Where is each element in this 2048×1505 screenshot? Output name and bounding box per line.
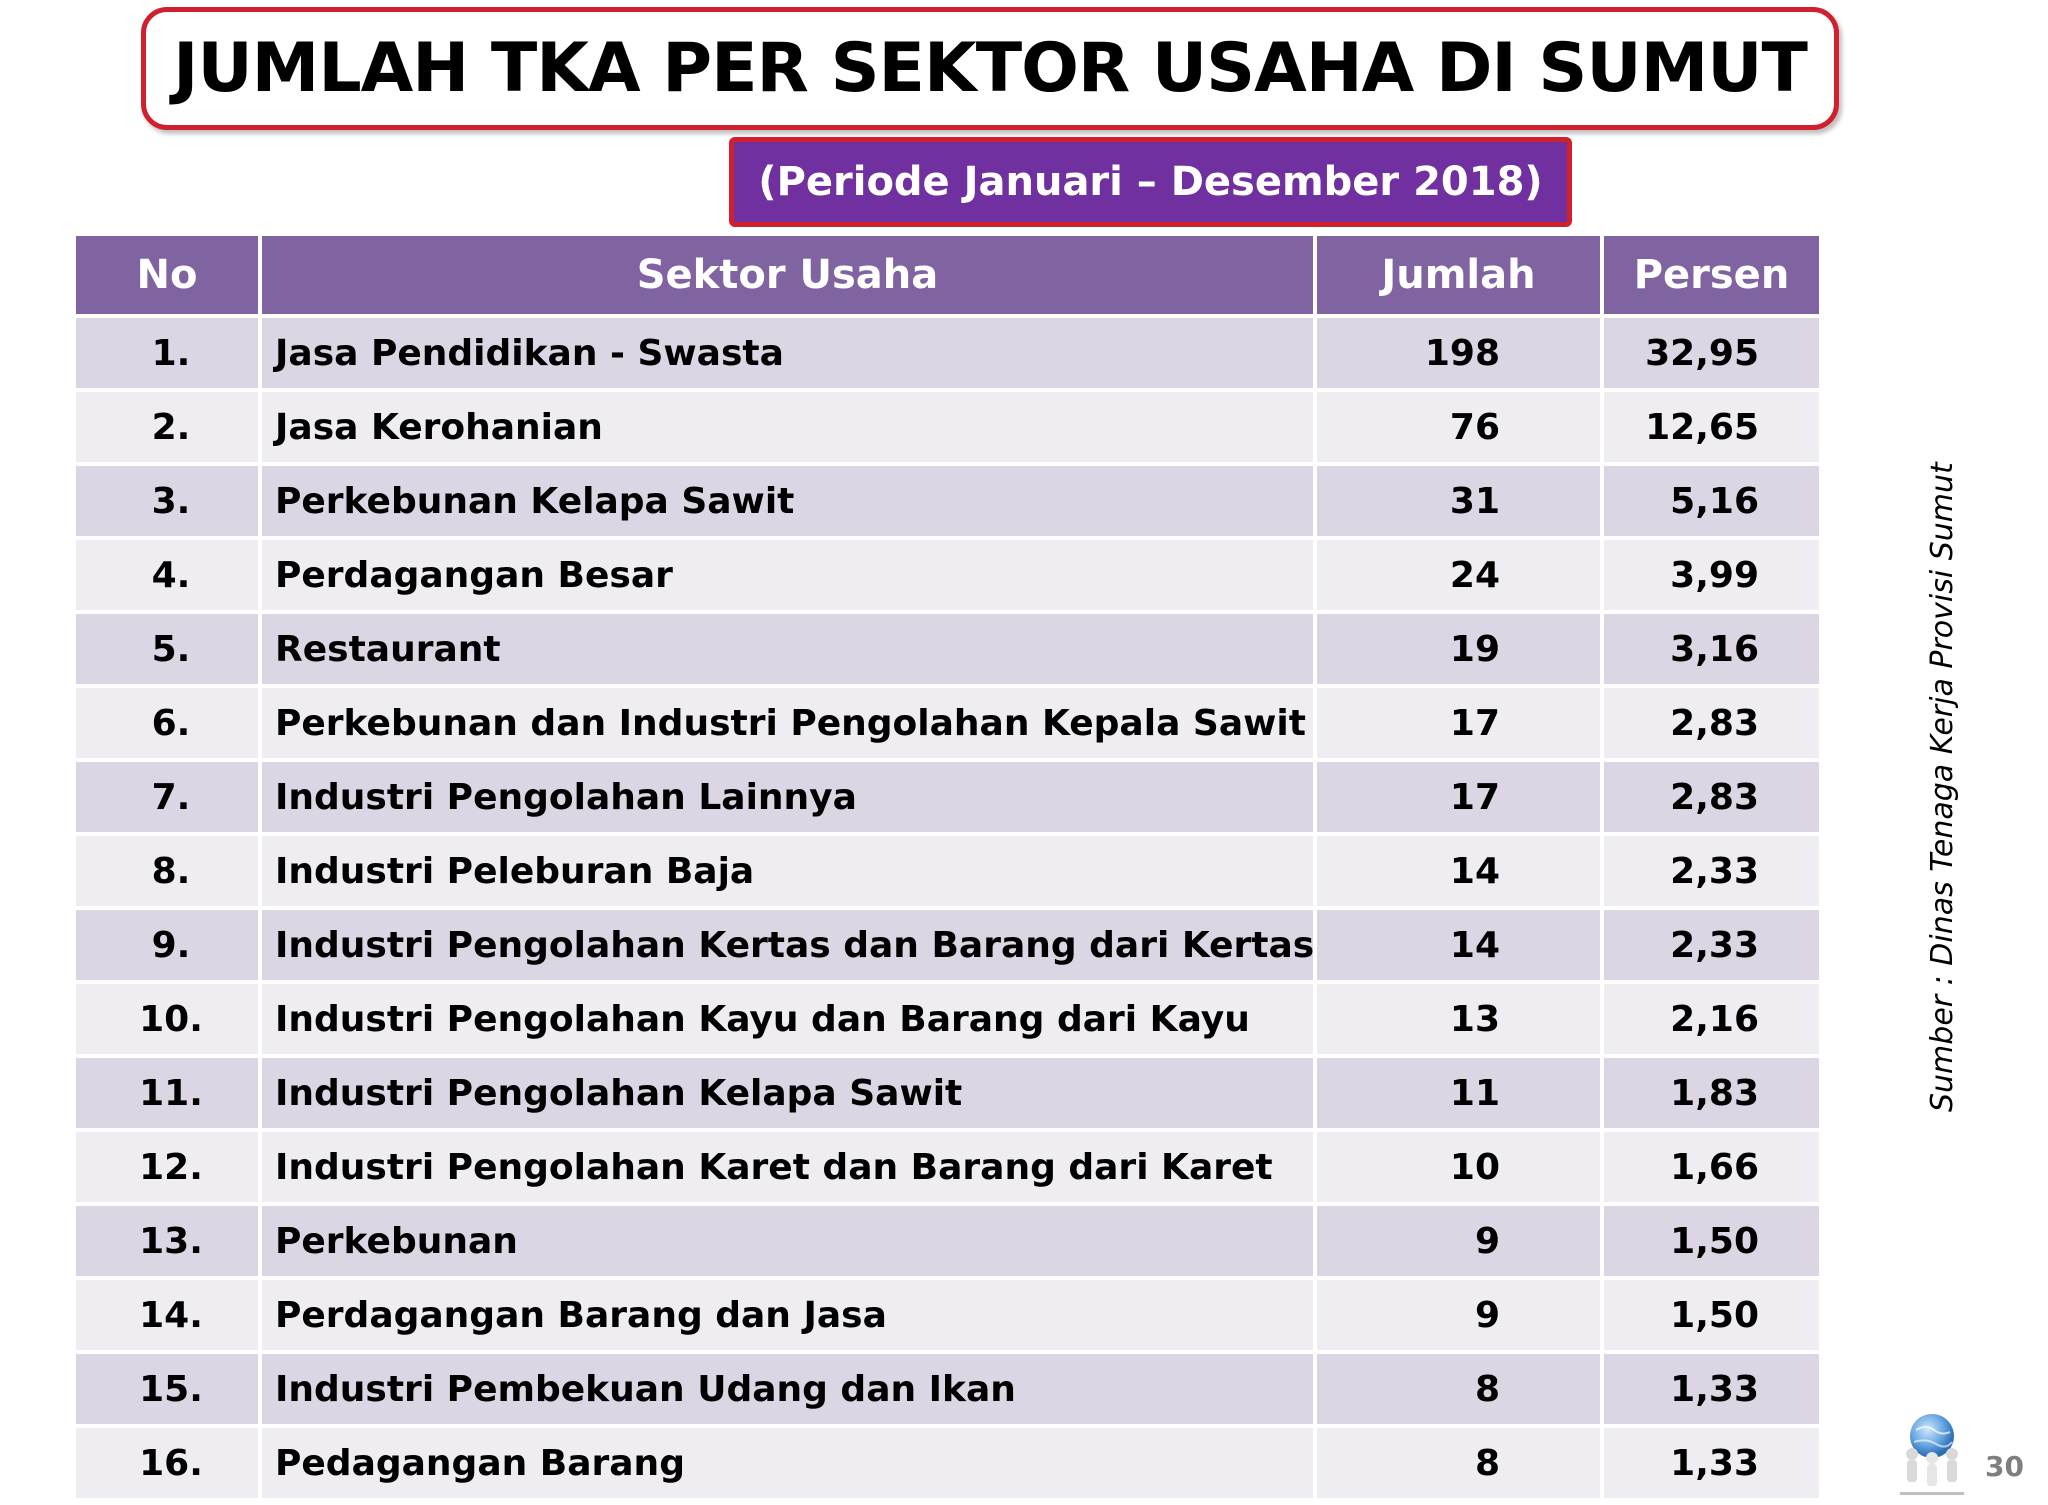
- row-persen: 1,50: [1600, 1202, 1823, 1280]
- row-number: 9.: [72, 906, 262, 984]
- row-sector: Industri Pengolahan Kayu dan Barang dari…: [258, 980, 1317, 1058]
- row-number: 5.: [72, 610, 262, 688]
- row-jumlah: 14: [1313, 906, 1604, 984]
- source-note: Sumber : Dinas Tenaga Kerja Provisi Sumu…: [1925, 462, 1960, 1112]
- row-number: 7.: [72, 758, 262, 836]
- table-row: 4. Perdagangan Besar 24 3,99: [72, 536, 1823, 614]
- row-persen: 3,99: [1600, 536, 1823, 614]
- row-persen: 1,50: [1600, 1276, 1823, 1354]
- row-persen: 3,16: [1600, 610, 1823, 688]
- row-jumlah: 31: [1313, 462, 1604, 540]
- header-sector: Sektor Usaha: [258, 236, 1317, 318]
- row-jumlah: 10: [1313, 1128, 1604, 1206]
- row-persen: 1,33: [1600, 1424, 1823, 1502]
- row-sector: Industri Pengolahan Kelapa Sawit: [258, 1054, 1317, 1132]
- page-title: JUMLAH TKA PER SEKTOR USAHA DI SUMUT: [173, 29, 1808, 108]
- row-persen: 2,83: [1600, 684, 1823, 762]
- row-jumlah: 17: [1313, 684, 1604, 762]
- table-header-row: No Sektor Usaha Jumlah Persen: [72, 236, 1823, 318]
- row-sector: Restaurant: [258, 610, 1317, 688]
- row-persen: 2,33: [1600, 906, 1823, 984]
- table-row: 10. Industri Pengolahan Kayu dan Barang d…: [72, 980, 1823, 1058]
- row-sector: Perdagangan Besar: [258, 536, 1317, 614]
- row-jumlah: 19: [1313, 610, 1604, 688]
- table-body: 1. Jasa Pendidikan - Swasta 198 32,95 2. Jasa…: [72, 314, 1823, 1502]
- row-number: 16.: [72, 1424, 262, 1502]
- row-number: 10.: [72, 980, 262, 1058]
- row-jumlah: 17: [1313, 758, 1604, 836]
- row-sector: Perdagangan Barang dan Jasa: [258, 1276, 1317, 1354]
- row-persen: 32,95: [1600, 314, 1823, 392]
- page-number: 30: [1985, 1450, 2024, 1483]
- row-number: 11.: [72, 1054, 262, 1132]
- table-row: 5. Restaurant 19 3,16: [72, 610, 1823, 688]
- table-row: 13. Perkebunan 9 1,50: [72, 1202, 1823, 1280]
- row-persen: 1,33: [1600, 1350, 1823, 1428]
- row-persen: 2,83: [1600, 758, 1823, 836]
- row-sector: Perkebunan dan Industri Pengolahan Kepal…: [258, 684, 1317, 762]
- row-persen: 5,16: [1600, 462, 1823, 540]
- row-sector: Jasa Kerohanian: [258, 388, 1317, 466]
- row-number: 6.: [72, 684, 262, 762]
- row-sector: Industri Pengolahan Kertas dan Barang da…: [258, 906, 1317, 984]
- row-number: 15.: [72, 1350, 262, 1428]
- header-jumlah: Jumlah: [1313, 236, 1604, 318]
- row-number: 2.: [72, 388, 262, 466]
- row-jumlah: 8: [1313, 1350, 1604, 1428]
- table-row: 3. Perkebunan Kelapa Sawit 31 5,16: [72, 462, 1823, 540]
- row-sector: Perkebunan Kelapa Sawit: [258, 462, 1317, 540]
- period-banner: (Periode Januari – Desember 2018): [729, 137, 1572, 227]
- sector-table: No Sektor Usaha Jumlah Persen 1. Jasa Pen…: [72, 236, 1823, 1502]
- row-number: 1.: [72, 314, 262, 392]
- row-sector: Industri Peleburan Baja: [258, 832, 1317, 910]
- table-row: 11. Industri Pengolahan Kelapa Sawit 11 1,8…: [72, 1054, 1823, 1132]
- table-row: 16. Pedagangan Barang 8 1,33: [72, 1424, 1823, 1502]
- row-sector: Industri Pembekuan Udang dan Ikan: [258, 1350, 1317, 1428]
- row-number: 12.: [72, 1128, 262, 1206]
- row-jumlah: 24: [1313, 536, 1604, 614]
- globe-figures-logo-icon: [1896, 1408, 1968, 1500]
- table-row: 12. Industri Pengolahan Karet dan Barang …: [72, 1128, 1823, 1206]
- row-sector: Industri Pengolahan Karet dan Barang dar…: [258, 1128, 1317, 1206]
- row-number: 4.: [72, 536, 262, 614]
- header-persen: Persen: [1600, 236, 1823, 318]
- table-row: 1. Jasa Pendidikan - Swasta 198 32,95: [72, 314, 1823, 392]
- table-row: 2. Jasa Kerohanian 76 12,65: [72, 388, 1823, 466]
- row-number: 13.: [72, 1202, 262, 1280]
- row-jumlah: 11: [1313, 1054, 1604, 1132]
- row-persen: 12,65: [1600, 388, 1823, 466]
- row-sector: Jasa Pendidikan - Swasta: [258, 314, 1317, 392]
- row-sector: Perkebunan: [258, 1202, 1317, 1280]
- row-jumlah: 9: [1313, 1276, 1604, 1354]
- row-number: 14.: [72, 1276, 262, 1354]
- row-jumlah: 13: [1313, 980, 1604, 1058]
- table-row: 9. Industri Pengolahan Kertas dan Barang …: [72, 906, 1823, 984]
- row-number: 3.: [72, 462, 262, 540]
- row-jumlah: 198: [1313, 314, 1604, 392]
- table-row: 8. Industri Peleburan Baja 14 2,33: [72, 832, 1823, 910]
- row-persen: 1,83: [1600, 1054, 1823, 1132]
- row-jumlah: 76: [1313, 388, 1604, 466]
- row-persen: 2,33: [1600, 832, 1823, 910]
- row-persen: 2,16: [1600, 980, 1823, 1058]
- title-box: JUMLAH TKA PER SEKTOR USAHA DI SUMUT: [141, 7, 1839, 130]
- table-row: 6. Perkebunan dan Industri Pengolahan Kep…: [72, 684, 1823, 762]
- row-sector: Pedagangan Barang: [258, 1424, 1317, 1502]
- row-persen: 1,66: [1600, 1128, 1823, 1206]
- table-row: 15. Industri Pembekuan Udang dan Ikan 8 1,3…: [72, 1350, 1823, 1428]
- period-label: (Periode Januari – Desember 2018): [758, 159, 1543, 205]
- header-no: No: [72, 236, 262, 318]
- row-jumlah: 9: [1313, 1202, 1604, 1280]
- row-number: 8.: [72, 832, 262, 910]
- table-row: 7. Industri Pengolahan Lainnya 17 2,83: [72, 758, 1823, 836]
- row-jumlah: 14: [1313, 832, 1604, 910]
- row-jumlah: 8: [1313, 1424, 1604, 1502]
- table-row: 14. Perdagangan Barang dan Jasa 9 1,50: [72, 1276, 1823, 1354]
- row-sector: Industri Pengolahan Lainnya: [258, 758, 1317, 836]
